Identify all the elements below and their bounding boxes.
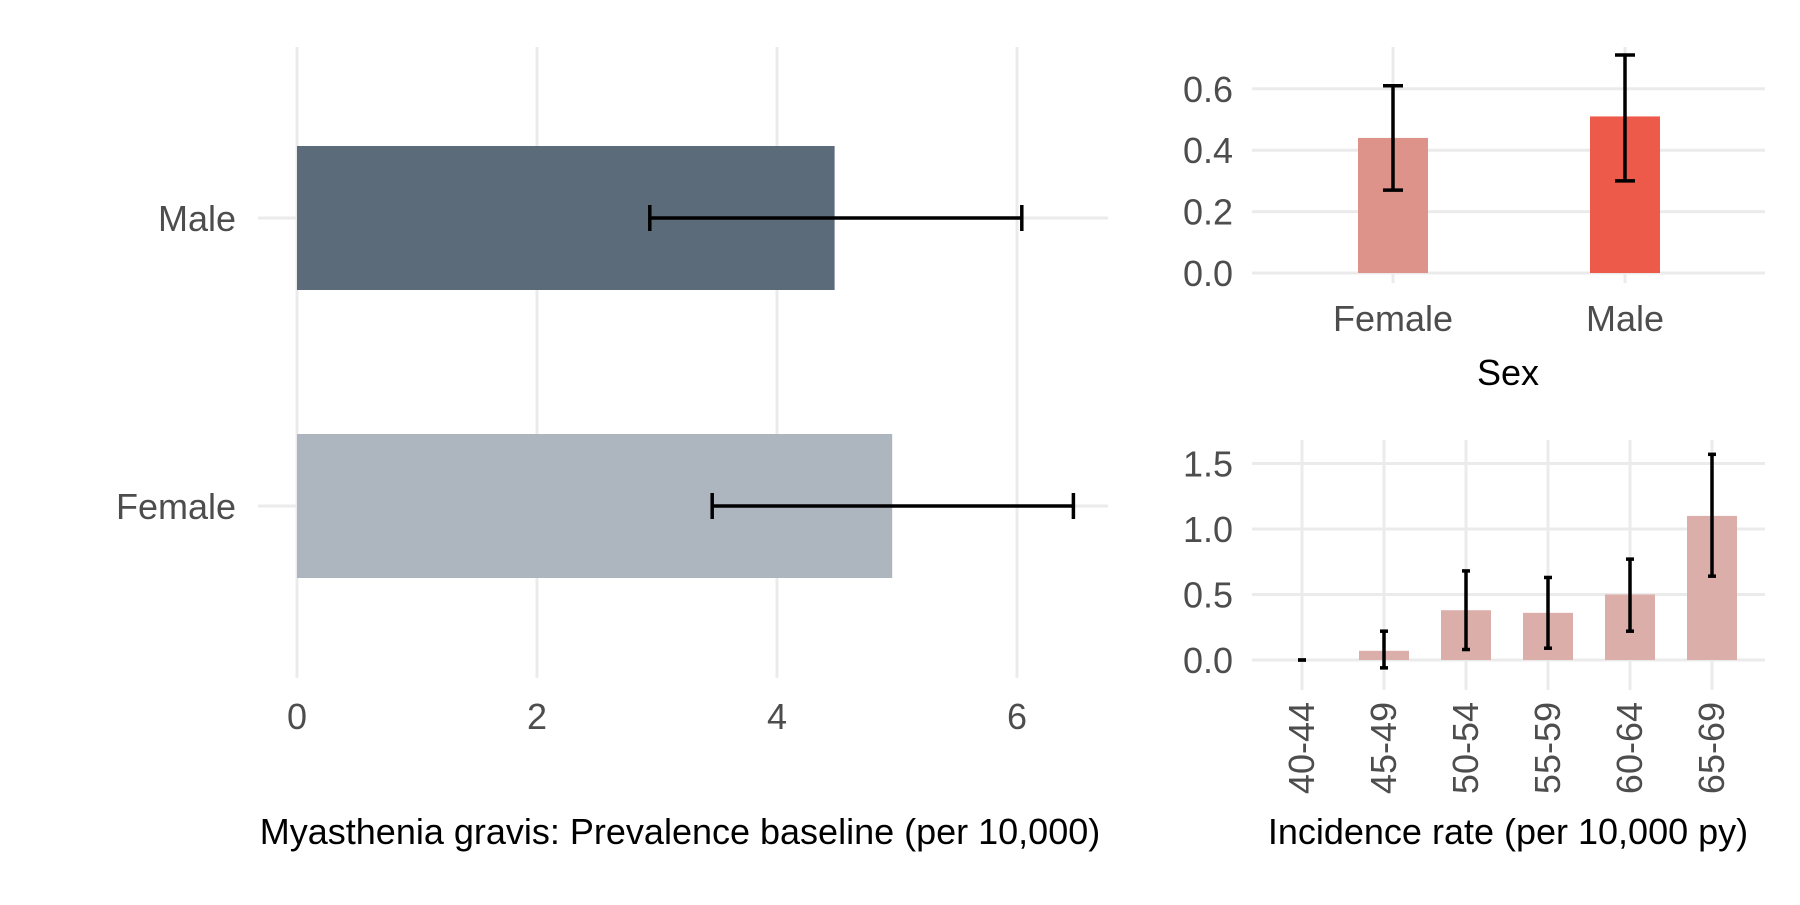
sex-x-tick-label: Male [1586,298,1664,339]
age-y-tick-label: 1.0 [1183,509,1233,550]
age-y-tick-label: 0.0 [1183,640,1233,681]
sex-y-tick-label: 0.4 [1183,130,1233,171]
prevalence-x-tick-label: 4 [767,696,787,737]
age-x-tick-label: 65-69 [1691,702,1732,794]
incidence-axis-title: Incidence rate (per 10,000 py) [1268,811,1748,852]
sex-y-tick-label: 0.2 [1183,192,1233,233]
prevalence-y-tick-label: Female [116,486,236,527]
sex-y-tick-label: 0.6 [1183,69,1233,110]
age-x-tick-label: 55-59 [1527,702,1568,794]
sex-y-tick-label: 0.0 [1183,253,1233,294]
sex-axis-title: Sex [1477,352,1539,393]
prevalence-axis-title: Myasthenia gravis: Prevalence baseline (… [260,811,1100,852]
age-x-tick-label: 45-49 [1363,702,1404,794]
prevalence-x-tick-label: 6 [1007,696,1027,737]
age-x-tick-label: 40-44 [1281,702,1322,794]
age-x-tick-label: 60-64 [1609,702,1650,794]
prevalence-x-tick-label: 0 [287,696,307,737]
sex-x-tick-label: Female [1333,298,1453,339]
age-x-tick-label: 50-54 [1445,702,1486,794]
prevalence-x-tick-label: 2 [527,696,547,737]
prevalence-y-tick-label: Male [158,198,236,239]
age-y-tick-label: 1.5 [1183,444,1233,485]
age-y-tick-label: 0.5 [1183,575,1233,616]
